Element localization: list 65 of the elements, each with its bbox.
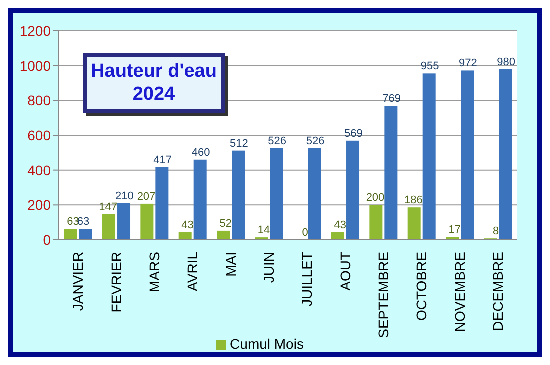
- y-tick-label: 600: [28, 127, 52, 144]
- x-tick-label: JANVIER: [70, 252, 86, 312]
- data-label: 8: [493, 226, 500, 238]
- data-label: 43: [334, 220, 347, 232]
- bar: [217, 230, 230, 240]
- x-tick-label: AOUT: [337, 252, 354, 291]
- data-label: 17: [448, 224, 462, 236]
- data-label: 63: [67, 216, 80, 228]
- y-tick-label: 400: [28, 162, 52, 178]
- data-label: 972: [459, 58, 478, 70]
- data-label: 526: [268, 135, 287, 148]
- bar: [270, 148, 284, 240]
- data-label: 147: [99, 201, 118, 214]
- x-tick-label: MAI: [222, 252, 239, 277]
- bar: [384, 106, 398, 240]
- x-tick-label: SEPTEMBRE: [375, 252, 392, 338]
- data-label: 207: [137, 190, 156, 203]
- y-tick-label: 800: [28, 92, 52, 109]
- legend-label: Cumul Mois: [230, 336, 304, 352]
- y-tick-label: 0: [43, 232, 52, 248]
- x-tick-label: OCTOBRE: [414, 252, 430, 321]
- bar: [178, 232, 192, 240]
- bar: [79, 229, 92, 240]
- x-tick-label: DECEMBRE: [490, 252, 506, 332]
- y-tick-label: 1200: [20, 22, 52, 39]
- bar: [64, 229, 78, 240]
- bar: [332, 232, 345, 240]
- data-label: 210: [116, 190, 134, 202]
- bar: [102, 214, 116, 240]
- data-label: 186: [404, 194, 423, 207]
- x-tick-label: FEVRIER: [108, 252, 124, 313]
- bar: [346, 140, 360, 240]
- data-label: 14: [258, 224, 270, 237]
- x-tick-label: NOVEMBRE: [452, 252, 468, 332]
- bar: [370, 205, 383, 240]
- data-label: 200: [366, 192, 385, 204]
- data-label: 417: [154, 154, 172, 166]
- x-tick-label: JUILLET: [299, 252, 316, 306]
- x-tick-label: AVRIL: [184, 252, 201, 292]
- data-label: 0: [302, 227, 308, 239]
- bar: [232, 150, 246, 240]
- data-label: 63: [77, 216, 90, 228]
- text: Hauteur d'eau 2024: [91, 61, 217, 105]
- data-label: 43: [182, 220, 194, 232]
- bar: [156, 167, 169, 240]
- data-label: 460: [192, 146, 210, 159]
- data-label: 955: [420, 60, 440, 73]
- bar: [422, 74, 436, 240]
- bar: [194, 160, 207, 240]
- data-label: 769: [382, 93, 402, 106]
- bar: [408, 208, 421, 240]
- bar: [308, 148, 322, 240]
- bar: [499, 69, 512, 240]
- data-label: 526: [306, 135, 325, 148]
- x-tick-label: JUIN: [260, 252, 277, 284]
- y-tick-label: 200: [28, 197, 52, 214]
- data-label: 512: [230, 138, 248, 150]
- data-label: 569: [344, 128, 363, 140]
- y-tick-label: 1000: [20, 58, 52, 74]
- data-label: 52: [220, 218, 232, 230]
- x-tick-label: MARS: [146, 252, 162, 292]
- bar: [461, 70, 474, 240]
- bar: [118, 203, 131, 240]
- data-label: 980: [497, 56, 516, 68]
- bar: [140, 204, 154, 240]
